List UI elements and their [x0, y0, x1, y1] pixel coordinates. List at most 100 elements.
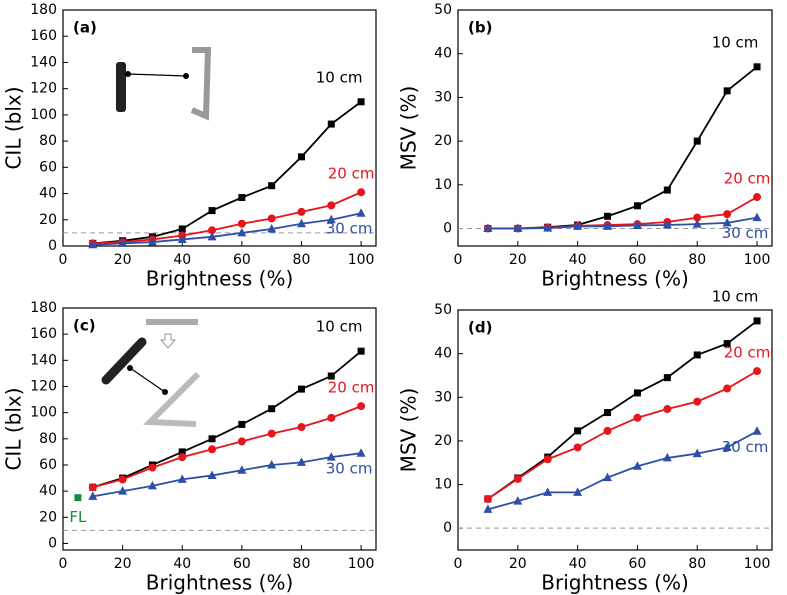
marker — [723, 340, 731, 348]
x-tick-label: 100 — [348, 556, 375, 572]
marker — [693, 397, 702, 406]
marker — [632, 220, 642, 229]
y-tick-label: 10 — [434, 177, 452, 193]
series-line — [487, 430, 758, 511]
marker — [208, 207, 216, 215]
marker — [238, 420, 246, 428]
x-tick-label: 60 — [629, 252, 647, 268]
marker — [267, 459, 277, 469]
y-tick-label: 100 — [30, 405, 57, 421]
series-label: 10 cm — [316, 68, 363, 86]
y-tick-label: 180 — [30, 2, 57, 18]
panel: 0 20 40 60 80 100 0 10 20 30 40 50 (d) Brightness (%)… — [397, 287, 773, 595]
y-tick-label: 80 — [39, 431, 57, 447]
marker — [692, 448, 702, 458]
x-tick-label: 20 — [114, 556, 132, 572]
series-label: 30 cm — [722, 224, 769, 242]
series-label: 20 cm — [328, 379, 375, 397]
x-tick-label: 60 — [629, 556, 647, 572]
series-line — [487, 216, 758, 230]
marker — [237, 437, 246, 446]
y-tick-label: 0 — [48, 238, 57, 254]
marker — [207, 470, 217, 479]
series-label: 20 cm — [724, 344, 771, 362]
marker — [663, 374, 671, 382]
plot-frame — [62, 307, 377, 551]
x-tick-label: 20 — [509, 556, 527, 572]
marker — [752, 212, 762, 222]
x-tick-label: 0 — [59, 252, 68, 268]
marker — [483, 494, 492, 503]
marker — [208, 226, 217, 235]
panel: 0 20 40 60 80 100 0 20 40 60 80 100 120 140 160 180 (c) B… — [2, 300, 377, 595]
y-tick-label: 160 — [30, 28, 57, 44]
marker — [178, 448, 186, 456]
x-tick-label: 100 — [744, 556, 771, 572]
marker — [663, 405, 672, 414]
marker — [722, 442, 732, 451]
marker — [573, 443, 582, 452]
marker — [662, 220, 672, 229]
marker — [268, 182, 276, 190]
y-tick-label: 50 — [434, 2, 452, 18]
marker — [633, 202, 641, 210]
y-tick-label: 160 — [30, 326, 57, 342]
marker — [296, 218, 306, 228]
marker — [148, 463, 157, 472]
marker — [693, 213, 702, 222]
series-line — [92, 405, 362, 489]
marker — [604, 409, 612, 417]
marker — [267, 429, 276, 438]
marker — [88, 491, 98, 500]
marker — [543, 223, 553, 232]
x-tick-label: 80 — [293, 556, 311, 572]
marker — [723, 384, 732, 393]
series-label: 30 cm — [326, 220, 373, 238]
y-tick-label: 120 — [30, 378, 57, 394]
plot-frame — [457, 9, 773, 247]
x-axis-label: Brightness (%) — [146, 267, 294, 291]
marker — [118, 238, 128, 247]
marker — [543, 455, 552, 464]
marker — [177, 234, 187, 243]
marker — [327, 413, 336, 422]
marker — [147, 480, 157, 490]
marker — [88, 239, 98, 249]
marker — [237, 219, 246, 228]
y-tick-label: 40 — [434, 46, 452, 62]
marker — [208, 435, 216, 443]
x-tick-label: 40 — [569, 556, 587, 572]
marker — [573, 487, 583, 496]
marker — [327, 120, 335, 128]
x-tick-label: 100 — [348, 252, 375, 268]
marker — [327, 372, 335, 380]
series-label: 10 cm — [712, 33, 759, 51]
x-tick-label: 40 — [173, 252, 191, 268]
marker — [178, 225, 186, 233]
marker — [753, 193, 762, 202]
y-tick-label: 40 — [434, 346, 452, 362]
marker — [177, 474, 187, 483]
y-tick-label: 20 — [39, 212, 57, 228]
series-line — [487, 320, 758, 500]
x-axis-label: Brightness (%) — [541, 571, 689, 595]
marker — [573, 221, 583, 230]
y-tick-label: 40 — [39, 483, 57, 499]
x-tick-label: 100 — [744, 252, 771, 268]
series-label: 30 cm — [326, 460, 373, 478]
y-tick-label: 140 — [30, 54, 57, 70]
y-tick-label: 0 — [48, 535, 57, 551]
x-tick-label: 0 — [59, 556, 68, 572]
marker — [604, 212, 612, 220]
plot-frame — [457, 309, 773, 551]
series-line — [92, 212, 362, 246]
marker — [752, 426, 762, 435]
marker — [722, 217, 732, 227]
marker — [693, 351, 701, 359]
marker — [723, 87, 731, 95]
marker — [207, 231, 217, 241]
panel-label: (d) — [468, 319, 492, 337]
plot-frame — [62, 9, 377, 247]
x-axis-label: Brightness (%) — [541, 267, 689, 291]
x-tick-label: 80 — [293, 252, 311, 268]
